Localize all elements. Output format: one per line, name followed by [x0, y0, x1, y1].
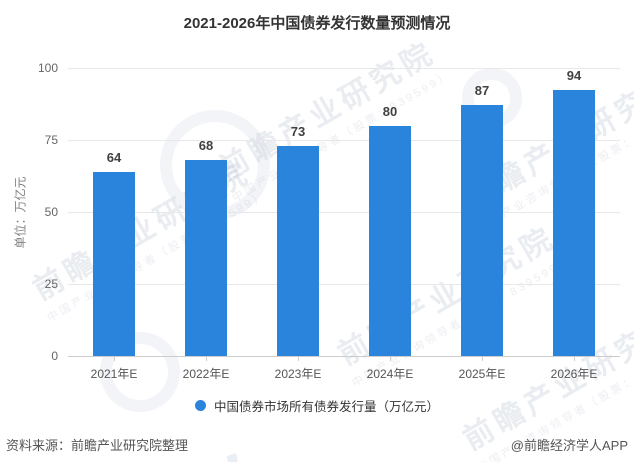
bar-value-label: 80 [382, 103, 398, 119]
y-axis-tick-label: 0 [51, 349, 58, 363]
bar-group: 64 2021年E [68, 68, 160, 381]
x-axis-label: 2026年E [550, 367, 598, 381]
y-axis-tick-label: 25 [44, 277, 58, 291]
x-axis-tick [574, 356, 575, 361]
bar-group: 68 2022年E [160, 68, 252, 381]
bar[interactable] [93, 171, 135, 356]
gridline [68, 212, 620, 213]
bar[interactable] [369, 125, 411, 356]
y-axis-tick-label: 100 [37, 61, 58, 75]
bar-group: 73 2023年E [252, 68, 344, 381]
bar-value-label: 94 [566, 68, 582, 83]
legend-marker-icon [194, 400, 206, 411]
x-axis-tick [114, 356, 115, 361]
x-axis-label: 2023年E [274, 367, 322, 381]
bar[interactable] [461, 105, 503, 356]
x-axis-tick [298, 356, 299, 361]
y-axis-tick-label: 50 [44, 205, 58, 219]
plot-area: 64 2021年E 68 2022年E 73 2023年E 80 2024年E 87 2025年E… [68, 68, 620, 381]
gridline [68, 68, 620, 69]
gridline [68, 284, 620, 285]
bar-value-label: 64 [106, 149, 122, 165]
x-axis-label: 2021年E [90, 367, 138, 381]
bar-value-label: 73 [290, 123, 306, 139]
gridline [68, 140, 620, 141]
footer: 资料来源：前瞻产业研究院整理 @前瞻经济学人APP [0, 435, 634, 454]
x-axis-line [68, 356, 620, 357]
bar-series: 64 2021年E 68 2022年E 73 2023年E 80 2024年E 87 2025年E… [68, 68, 620, 381]
x-axis-label: 2022年E [182, 367, 230, 381]
bar[interactable] [277, 145, 319, 356]
bar-value-label: 68 [198, 138, 214, 154]
x-axis-tick [390, 356, 391, 361]
x-axis-label: 2024年E [366, 367, 414, 381]
legend-label: 中国债券市场所有债券发行量（万亿元） [213, 400, 439, 414]
bar-value-label: 87 [474, 83, 490, 99]
bar-group: 80 2024年E [344, 68, 436, 381]
x-axis-label: 2025年E [458, 367, 506, 381]
y-axis-tick-label: 75 [44, 133, 58, 147]
bar-group: 87 2025年E [436, 68, 528, 381]
source-text: 资料来源：前瞻产业研究院整理 [6, 438, 189, 453]
credit-text: @前瞻经济学人APP [510, 438, 628, 453]
bar-group: 94 2026年E [528, 68, 620, 381]
x-axis-tick [206, 356, 207, 361]
x-axis-tick [482, 356, 483, 361]
bar[interactable] [553, 90, 595, 356]
bar[interactable] [185, 160, 227, 356]
legend-item[interactable]: 中国债券市场所有债券发行量（万亿元） [0, 396, 634, 415]
chart-title: 2021-2026年中国债券发行数量预测情况 [183, 15, 451, 32]
